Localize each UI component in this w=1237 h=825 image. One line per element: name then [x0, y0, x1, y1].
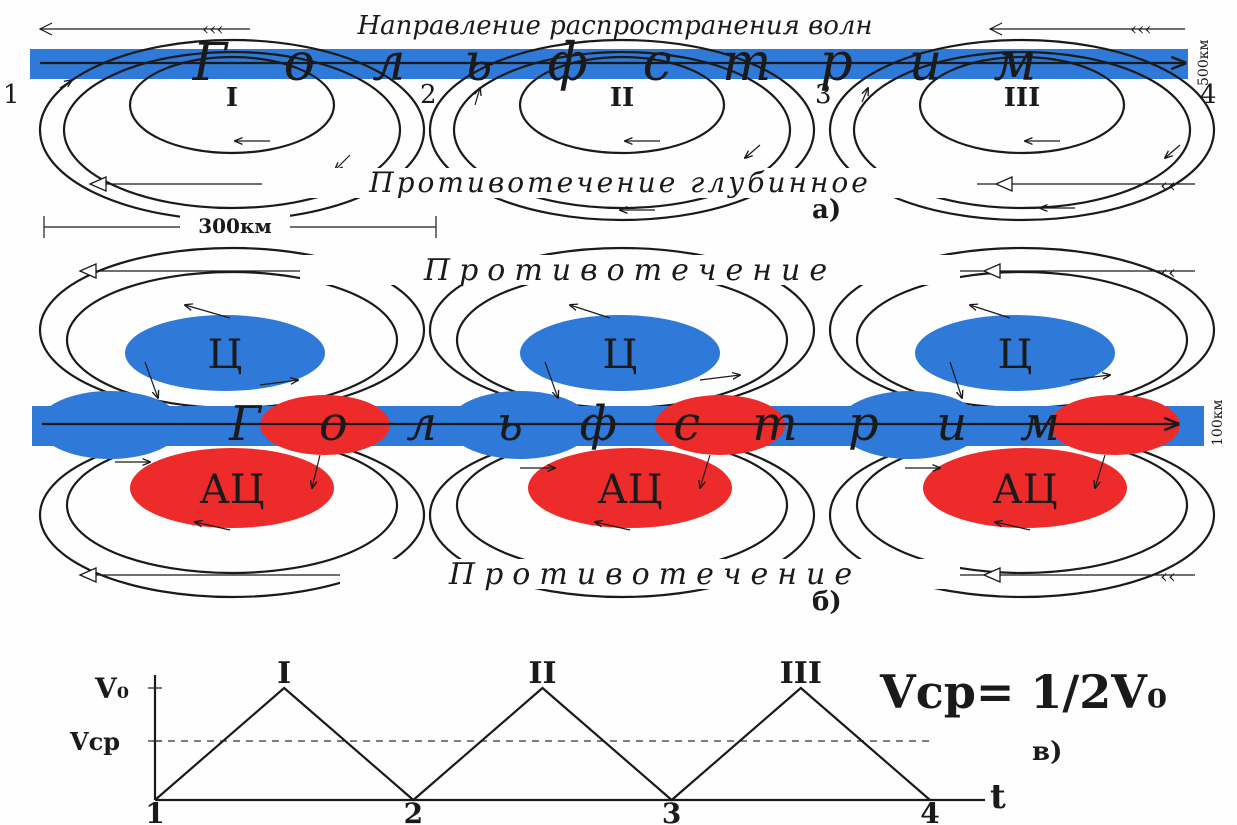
panel-a-label: а)	[812, 195, 841, 225]
stream-letter-b-6: т	[752, 396, 798, 452]
wave-direction-label: Направление распространения волн	[356, 11, 872, 41]
countercurrent-bottom-label: Противотечение	[448, 557, 861, 592]
anticyclone-3: АЦ	[923, 448, 1127, 528]
velocity-profile	[154, 686, 931, 802]
x-point-label-1: 1	[145, 797, 164, 825]
countercurrent-top-label: Противотечение	[423, 253, 836, 288]
x-axis-label: t	[990, 777, 1006, 817]
svg-text:‹‹‹: ‹‹‹	[1130, 19, 1152, 40]
anticyclone-2: АЦ	[528, 448, 732, 528]
anticyclone-label-2: АЦ	[597, 467, 662, 513]
stream-letter-b-9: м	[1020, 396, 1060, 452]
stream-letter-b-0: Г	[228, 396, 263, 452]
svg-text:‹‹‹: ‹‹‹	[202, 19, 224, 40]
gulfstream-band-b	[32, 406, 1204, 446]
stream-width-b: 100км	[1210, 400, 1226, 446]
deep-countercurrent-label: Противотечение глубинное	[368, 166, 871, 199]
x-point-labels: 1 2 3 4	[145, 797, 939, 825]
svg-text:‹‹: ‹‹	[1160, 173, 1176, 197]
cyclone-label-3: Ц	[998, 332, 1033, 378]
cell-III	[828, 38, 1216, 222]
formula: Vср= 1/2V₀	[879, 665, 1167, 719]
svg-text:‹‹: ‹‹	[1160, 564, 1176, 588]
stream-letter-b-5: с	[673, 396, 700, 452]
y-max-label: V₀	[94, 672, 129, 705]
stream-width-a: 500км	[1196, 40, 1212, 86]
stream-letter-b-3: ь	[497, 396, 523, 452]
cell-II	[428, 38, 816, 222]
cell-label-III: III	[1004, 83, 1041, 113]
svg-text:‹‹: ‹‹	[1160, 260, 1176, 284]
y-mid-label: Vср	[69, 727, 120, 756]
stream-letter-a-0: Г	[192, 33, 229, 93]
stream-letter-a-9: м	[993, 33, 1036, 93]
cyclone-1: Ц	[125, 315, 325, 391]
anticyclone-label-1: АЦ	[199, 467, 264, 513]
cell-label-I: I	[226, 83, 238, 113]
stream-letter-b-7: р	[848, 396, 879, 452]
panel-a: ‹‹‹ ‹‹‹ Направление распространения волн…	[3, 11, 1217, 238]
stream-letter-b-4: ф	[580, 396, 618, 452]
distance-label: 300км	[198, 214, 272, 238]
panel-c-label: в)	[1032, 737, 1062, 767]
peak-label-2: II	[528, 656, 556, 691]
point-1-a: 1	[3, 80, 20, 110]
point-3-a: 3	[815, 80, 832, 110]
cyclone-label-2: Ц	[603, 332, 638, 378]
stream-letter-b-1: о	[319, 396, 348, 452]
stream-letter-a-6: т	[722, 33, 771, 93]
x-point-label-3: 3	[662, 797, 681, 825]
point-4-a: 4	[1200, 80, 1217, 110]
stream-letter-a-2: л	[372, 33, 405, 93]
peak-labels: I II III	[277, 656, 822, 691]
stream-letter-b-8: и	[936, 396, 967, 452]
anticyclone-1: АЦ	[130, 448, 334, 528]
cyclone-2: Ц	[520, 315, 720, 391]
anticyclone-label-3: АЦ	[992, 467, 1057, 513]
peak-label-3: III	[780, 656, 822, 691]
cyclone-label-1: Ц	[208, 332, 243, 378]
point-2-a: 2	[420, 80, 437, 110]
x-point-label-2: 2	[404, 797, 423, 825]
distance-scale: 300км	[43, 214, 437, 238]
stream-letter-a-7: р	[819, 33, 852, 93]
cell-label-II: II	[610, 83, 634, 113]
stream-letter-a-1: о	[284, 33, 315, 93]
flow-arrows-b	[115, 305, 1110, 531]
cyclone-3: Ц	[915, 315, 1115, 391]
x-point-label-4: 4	[920, 797, 939, 825]
wave-direction-arrows: ‹‹‹ ‹‹‹	[38, 19, 1185, 40]
stream-letter-b-2: л	[406, 396, 437, 452]
panel-b-label: б)	[812, 587, 842, 617]
peak-label-1: I	[277, 656, 291, 691]
